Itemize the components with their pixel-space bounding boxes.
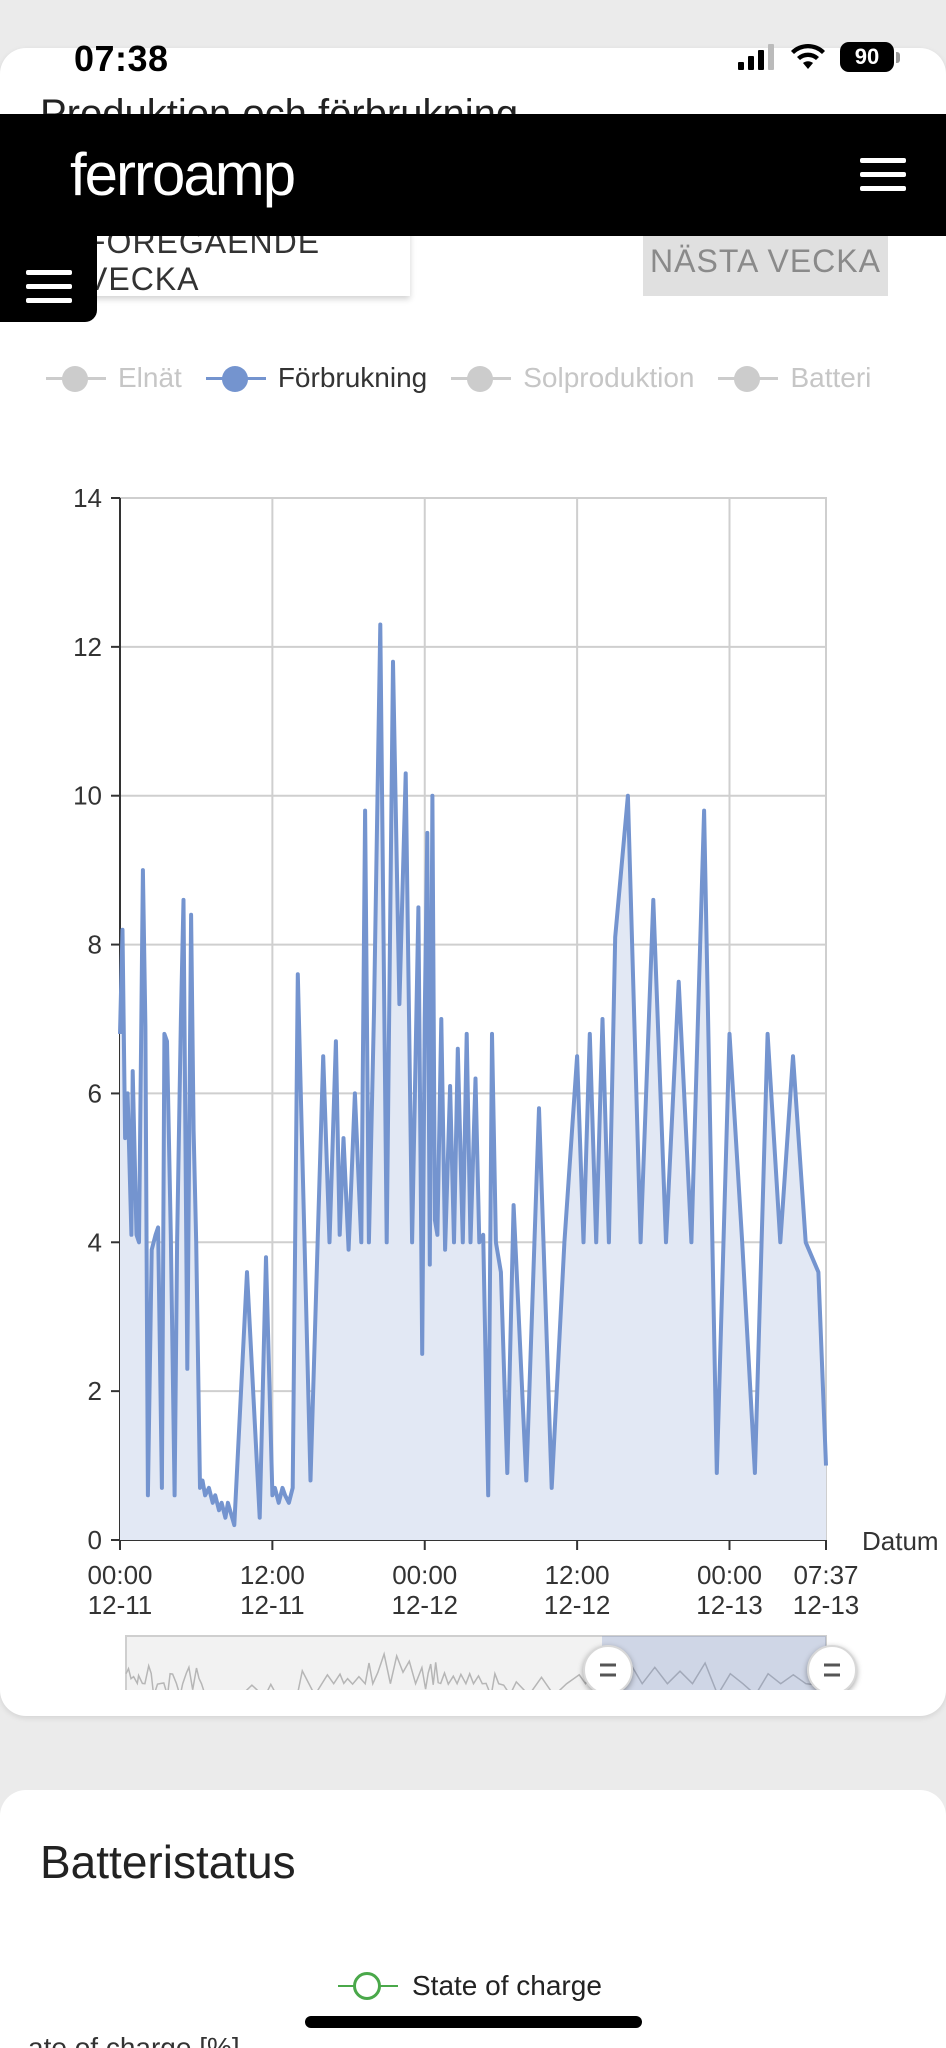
legend-item-batteri[interactable]: Batteri bbox=[718, 362, 871, 394]
chart-legend: Elnät Förbrukning Solproduktion Batteri bbox=[46, 360, 895, 396]
soc-legend-label: State of charge bbox=[412, 1970, 602, 2001]
legend-item-forbrukning[interactable]: Förbrukning bbox=[205, 362, 428, 394]
x-tick-date-label: 12-13 bbox=[696, 1590, 763, 1620]
battery-tip bbox=[896, 51, 900, 63]
legend-item-elnat[interactable]: Elnät bbox=[46, 362, 182, 394]
ferroamp-logo[interactable]: ferroamp bbox=[70, 141, 296, 208]
main-menu-button[interactable] bbox=[860, 158, 906, 192]
navigator-selected-range[interactable] bbox=[602, 1636, 826, 1690]
hamburger-icon bbox=[860, 158, 906, 163]
previous-week-button[interactable]: FÖREGÅENDE VECKA bbox=[80, 224, 410, 297]
status-icons: 90 bbox=[738, 42, 900, 72]
y-tick-label: 0 bbox=[88, 1525, 102, 1555]
next-week-button[interactable]: NÄSTA VECKA bbox=[643, 226, 888, 296]
y-tick-label: 2 bbox=[88, 1376, 102, 1406]
x-tick-date-label: 12-11 bbox=[240, 1590, 305, 1620]
wifi-icon bbox=[791, 43, 825, 69]
x-tick-date-label: 12-13 bbox=[793, 1590, 860, 1620]
status-bar: 07:38 90 bbox=[0, 0, 946, 120]
soc-axis-label: ate of charge [%] bbox=[28, 2032, 240, 2048]
legend-item-solproduktion[interactable]: Solproduktion bbox=[451, 362, 694, 394]
x-tick-time-label: 00:00 bbox=[392, 1560, 457, 1590]
legend-marker-icon bbox=[205, 364, 266, 392]
legend-label: Förbrukning bbox=[277, 362, 428, 393]
battery-icon: 90 bbox=[840, 42, 894, 72]
y-tick-label: 12 bbox=[73, 632, 102, 662]
y-tick-label: 4 bbox=[88, 1227, 102, 1257]
y-tick-label: 14 bbox=[73, 483, 102, 513]
x-tick-time-label: 07:37 bbox=[793, 1560, 858, 1590]
x-tick-time-label: 00:00 bbox=[87, 1560, 152, 1590]
y-tick-label: 8 bbox=[88, 930, 102, 960]
navigator-left-handle[interactable] bbox=[583, 1645, 633, 1690]
x-tick-time-label: 12:00 bbox=[240, 1560, 305, 1590]
y-tick-label: 10 bbox=[73, 781, 102, 811]
x-axis-title: Datum bbox=[862, 1526, 939, 1556]
legend-marker-icon bbox=[46, 364, 106, 392]
consumption-chart: 0246810121400:0012-1112:0012-1100:0012-1… bbox=[73, 483, 939, 1690]
legend-marker-icon bbox=[718, 364, 779, 392]
top-header: ferroamp bbox=[0, 114, 946, 236]
home-indicator[interactable] bbox=[305, 2016, 642, 2028]
legend-label: Elnät bbox=[118, 362, 182, 393]
side-menu-button[interactable] bbox=[0, 234, 97, 322]
hamburger-icon bbox=[0, 234, 97, 303]
legend-marker-icon bbox=[338, 1971, 398, 2001]
battery-status-title: Batteristatus bbox=[40, 1836, 296, 1888]
x-tick-date-label: 12-12 bbox=[544, 1590, 611, 1620]
y-tick-label: 6 bbox=[88, 1078, 102, 1108]
navigator-right-handle[interactable] bbox=[807, 1645, 857, 1690]
x-tick-date-label: 12-12 bbox=[391, 1590, 458, 1620]
x-tick-time-label: 12:00 bbox=[545, 1560, 610, 1590]
signal-icon bbox=[738, 44, 774, 70]
x-tick-date-label: 12-11 bbox=[88, 1590, 153, 1620]
battery-status-card bbox=[0, 1790, 946, 2048]
legend-label: Solproduktion bbox=[523, 362, 695, 393]
series-area-fill bbox=[120, 624, 826, 1540]
legend-marker-icon bbox=[451, 364, 512, 392]
soc-legend-item[interactable]: State of charge bbox=[338, 1970, 602, 2002]
x-tick-time-label: 00:00 bbox=[697, 1560, 762, 1590]
legend-label: Batteri bbox=[790, 362, 872, 393]
status-time: 07:38 bbox=[74, 38, 169, 79]
